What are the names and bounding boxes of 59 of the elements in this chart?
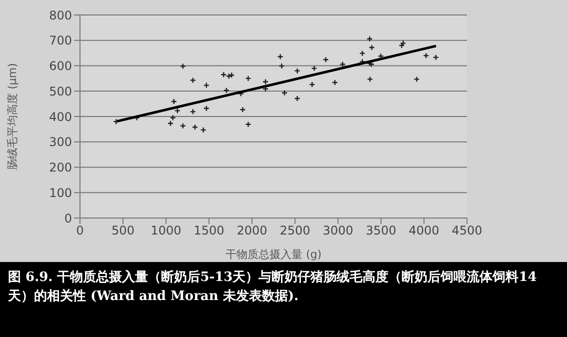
point: [180, 122, 186, 129]
y-tick-label: 300: [49, 135, 72, 150]
point: [170, 98, 178, 105]
y-tick-label: 700: [49, 34, 72, 48]
point: [277, 54, 284, 60]
x-axis-title: 干物质总摄入量 (g): [225, 248, 322, 261]
point: [332, 79, 338, 86]
point: [294, 95, 300, 102]
y-tick-label: 400: [49, 110, 72, 124]
point: [422, 52, 430, 59]
point: [281, 90, 288, 96]
point: [278, 62, 285, 70]
x-tick-label: 3500: [366, 224, 396, 238]
x-tick-label: 1500: [194, 224, 224, 238]
point: [339, 61, 346, 68]
point: [294, 68, 300, 74]
point: [174, 108, 181, 114]
point: [245, 75, 252, 82]
point: [368, 44, 375, 51]
point: [192, 124, 198, 130]
y-tick-label: 600: [49, 59, 72, 74]
caption: 图 6.9. 干物质总摄入量（断奶后5-13天）与断奶仔猪肠绒毛高度（断奶后饲喂流体饲料14天）的相关性 (Ward and Moran 未发表数据).: [8, 268, 538, 306]
y-tick-label: 200: [49, 160, 72, 175]
point: [368, 61, 375, 68]
x-tick-label: 1000: [150, 224, 182, 238]
x-tick-label: 4000: [408, 224, 440, 238]
point: [170, 114, 176, 121]
point: [309, 81, 316, 88]
point: [311, 65, 318, 72]
point: [190, 77, 196, 84]
point: [262, 78, 269, 85]
point: [113, 118, 120, 125]
x-tick-label: 2000: [236, 224, 268, 238]
point: [200, 126, 206, 134]
point: [190, 108, 196, 115]
point: [203, 82, 210, 88]
point: [366, 36, 373, 42]
y-tick-label: 0: [64, 211, 72, 226]
x-tick-label: 2500: [280, 224, 310, 238]
x-tick-label: 0: [76, 224, 84, 238]
point: [366, 76, 374, 82]
y-axis-title: 肠绒毛平均高度 (µm): [6, 63, 19, 170]
x-tick-label: 4500: [452, 224, 482, 238]
point: [167, 120, 174, 126]
point: [223, 87, 230, 94]
y-tick-label: 100: [49, 186, 72, 200]
y-tick-label: 500: [49, 84, 72, 98]
point: [414, 76, 420, 82]
point: [240, 106, 246, 113]
point: [432, 54, 439, 60]
y-tick-label: 800: [49, 8, 72, 22]
point: [203, 105, 210, 112]
point: [322, 56, 329, 63]
x-tick-label: 500: [112, 224, 134, 238]
point: [245, 121, 252, 128]
point: [228, 72, 235, 78]
point: [180, 63, 186, 70]
x-tick-label: 3000: [322, 224, 354, 238]
point: [359, 50, 366, 56]
